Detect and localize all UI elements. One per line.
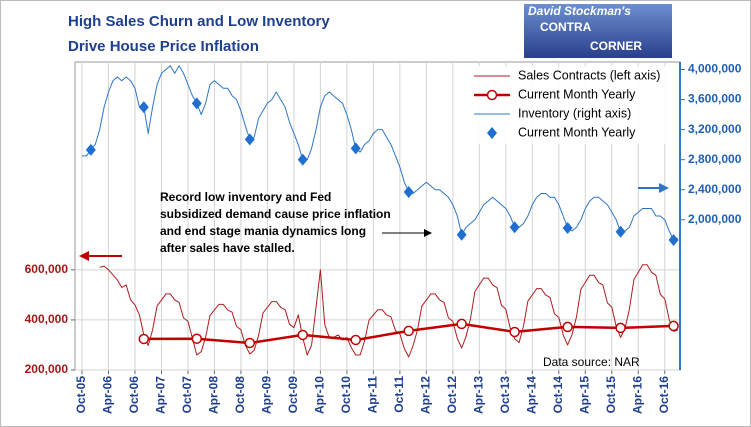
arrow-head	[659, 183, 669, 193]
series-marker	[138, 333, 150, 345]
y2-tick-label: 2,800,000	[688, 152, 742, 166]
x-tick-label: Apr-13	[472, 376, 486, 414]
legend-label: Current Month Yearly	[518, 125, 636, 139]
legend: Sales Contracts (left axis) Current Month…	[470, 66, 676, 144]
x-tick-label: Oct-08	[233, 376, 247, 414]
series-line	[82, 65, 679, 241]
x-tick-label: Oct-09	[286, 376, 300, 414]
x-tick-label: Oct-13	[498, 376, 512, 414]
chart-title: High Sales Churn and Low Inventory	[68, 13, 330, 30]
series-marker	[191, 333, 203, 344]
annotation-text: Record low inventory and Fed	[160, 190, 331, 204]
y2-tick-label: 4,000,000	[688, 62, 742, 76]
annotation: Record low inventory and Fed subsidized …	[79, 183, 669, 261]
x-tick-label: Apr-10	[313, 376, 327, 414]
series-marker	[562, 321, 573, 333]
logo: David Stockman's CONTRA CORNER	[524, 4, 672, 58]
series-marker	[191, 97, 202, 110]
series-marker	[350, 334, 361, 346]
series-marker	[456, 318, 467, 330]
source: Data source: NAR	[543, 355, 640, 369]
x-tick-label: Oct-06	[127, 376, 141, 414]
logo-text: David Stockman's	[528, 4, 631, 18]
logo-text: CONTRA	[540, 20, 592, 34]
logo-text: CORNER	[590, 39, 642, 53]
series-marker	[297, 329, 308, 341]
x-tick-label: Oct-05	[74, 376, 88, 414]
series-marker	[615, 322, 626, 334]
x-tick-label: Oct-14	[551, 376, 565, 414]
legend-marker	[486, 89, 498, 101]
series-marker	[615, 225, 626, 238]
series-marker	[509, 326, 520, 338]
y-tick-label: 200,000	[25, 362, 69, 376]
series-marker	[403, 185, 414, 198]
y2-tick-label: 3,600,000	[688, 92, 742, 106]
series-marker	[509, 221, 520, 234]
annotation-text: after sales have stalled.	[160, 241, 295, 255]
annotation-text: and end stage mania dynamics long	[160, 224, 366, 238]
series-marker	[668, 234, 679, 247]
x-tick-label: Apr-09	[260, 376, 274, 414]
legend-box	[470, 66, 676, 144]
y2-tick-label: 2,000,000	[688, 212, 742, 226]
legend-label: Current Month Yearly	[518, 87, 636, 101]
series-marker	[403, 325, 414, 337]
logo-box	[524, 4, 672, 58]
y-tick-label: 600,000	[25, 262, 69, 276]
y-tick-label: 400,000	[25, 312, 69, 326]
arrow-head	[424, 229, 432, 237]
series-marker	[668, 320, 679, 332]
chart-title: Drive House Price Inflation	[68, 38, 259, 55]
series-marker	[456, 228, 467, 241]
x-tick-label: Apr-15	[577, 376, 591, 414]
legend-label: Sales Contracts (left axis)	[518, 68, 660, 82]
series-line	[99, 264, 679, 358]
x-tick-label: Apr-08	[207, 376, 221, 414]
series-marker	[350, 142, 361, 155]
series-marker	[138, 101, 149, 114]
y2-tick-label: 3,200,000	[688, 122, 742, 136]
legend-marker	[487, 127, 497, 139]
series-marker	[297, 153, 308, 166]
x-tick-label: Apr-06	[101, 376, 115, 414]
y2-tick-label: 2,400,000	[688, 182, 742, 196]
annotation-text: subsidized demand cause price inflation	[160, 207, 391, 221]
x-tick-label: Apr-11	[366, 376, 380, 414]
x-tick-label: Apr-12	[419, 376, 433, 414]
x-tick-label: Oct-07	[180, 376, 194, 414]
arrow-head	[79, 251, 89, 261]
x-tick-label: Oct-11	[392, 376, 406, 413]
series-marker	[562, 222, 573, 235]
x-tick-label: Apr-16	[630, 376, 644, 414]
series-marker	[244, 133, 255, 146]
x-tick-label: Oct-12	[445, 376, 459, 414]
legend-label: Inventory (right axis)	[518, 106, 631, 120]
x-tick-label: Oct-15	[604, 376, 618, 414]
x-tick-label: Apr-07	[154, 376, 168, 414]
series-marker	[244, 337, 256, 349]
x-tick-label: Oct-16	[657, 376, 671, 414]
x-tick-label: Oct-10	[339, 376, 353, 414]
series-marker	[85, 143, 96, 156]
x-tick-label: Apr-14	[524, 376, 538, 414]
